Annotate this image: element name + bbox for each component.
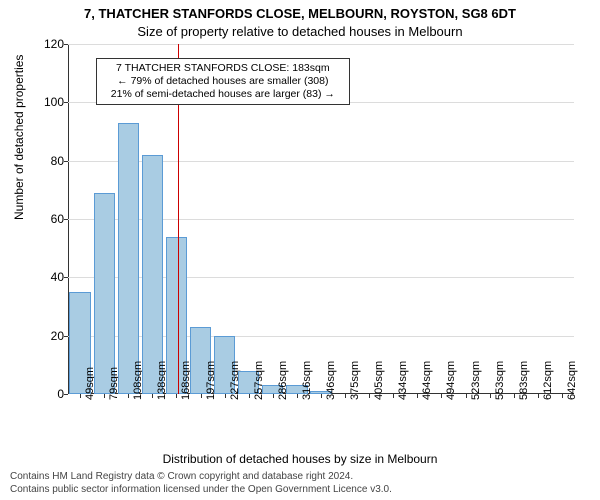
- chart-title: 7, THATCHER STANFORDS CLOSE, MELBOURN, R…: [0, 6, 600, 21]
- y-tick: [64, 102, 68, 103]
- x-tick-label: 434sqm: [397, 361, 409, 400]
- annotation-line: 7 THATCHER STANFORDS CLOSE: 183sqm: [103, 62, 343, 75]
- y-tick-label: 40: [34, 270, 64, 284]
- x-tick: [345, 394, 346, 398]
- chart-subtitle: Size of property relative to detached ho…: [0, 24, 600, 39]
- x-tick: [297, 394, 298, 398]
- x-axis-label: Distribution of detached houses by size …: [0, 452, 600, 466]
- x-tick-label: 316sqm: [301, 361, 313, 400]
- x-tick-label: 612sqm: [542, 361, 554, 400]
- x-tick: [321, 394, 322, 398]
- gridline: [68, 44, 574, 45]
- bar: [118, 123, 139, 394]
- x-tick: [369, 394, 370, 398]
- bar: [94, 193, 115, 394]
- footer-line-2: Contains public sector information licen…: [10, 484, 392, 495]
- x-tick: [201, 394, 202, 398]
- y-tick: [64, 44, 68, 45]
- y-tick: [64, 336, 68, 337]
- plot-area: 02040608010012049sqm79sqm108sqm138sqm168…: [68, 44, 574, 394]
- x-tick: [249, 394, 250, 398]
- chart-container: 7, THATCHER STANFORDS CLOSE, MELBOURN, R…: [0, 0, 600, 500]
- x-tick: [417, 394, 418, 398]
- x-tick-label: 405sqm: [373, 361, 385, 400]
- x-tick: [225, 394, 226, 398]
- x-tick-label: 583sqm: [518, 361, 530, 400]
- x-tick: [393, 394, 394, 398]
- y-tick: [64, 394, 68, 395]
- annotation-box: 7 THATCHER STANFORDS CLOSE: 183sqm← 79% …: [96, 58, 350, 105]
- y-tick-label: 0: [34, 387, 64, 401]
- y-axis-label: Number of detached properties: [12, 55, 26, 220]
- x-tick: [128, 394, 129, 398]
- x-tick: [538, 394, 539, 398]
- x-tick-label: 375sqm: [349, 361, 361, 400]
- x-tick: [152, 394, 153, 398]
- annotation-line: ← 79% of detached houses are smaller (30…: [103, 75, 343, 88]
- x-tick: [176, 394, 177, 398]
- x-tick: [514, 394, 515, 398]
- x-tick-label: 494sqm: [445, 361, 457, 400]
- y-tick-label: 120: [34, 37, 64, 51]
- bar: [142, 155, 163, 394]
- x-tick-label: 346sqm: [325, 361, 337, 400]
- x-tick: [104, 394, 105, 398]
- x-tick: [80, 394, 81, 398]
- footer-line-1: Contains HM Land Registry data © Crown c…: [10, 471, 353, 482]
- x-tick-label: 464sqm: [421, 361, 433, 400]
- y-tick-label: 20: [34, 329, 64, 343]
- footer-credits: Contains HM Land Registry data © Crown c…: [10, 470, 392, 496]
- y-tick-label: 60: [34, 212, 64, 226]
- y-tick: [64, 161, 68, 162]
- x-tick-label: 553sqm: [494, 361, 506, 400]
- x-tick: [441, 394, 442, 398]
- y-tick: [64, 277, 68, 278]
- x-tick-label: 523sqm: [470, 361, 482, 400]
- x-tick: [466, 394, 467, 398]
- x-tick-label: 642sqm: [566, 361, 578, 400]
- x-tick: [562, 394, 563, 398]
- y-tick-label: 100: [34, 95, 64, 109]
- x-tick-label: 286sqm: [277, 361, 289, 400]
- annotation-line: 21% of semi-detached houses are larger (…: [103, 88, 343, 101]
- y-tick-label: 80: [34, 154, 64, 168]
- x-tick: [490, 394, 491, 398]
- y-tick: [64, 219, 68, 220]
- x-tick-label: 257sqm: [253, 361, 265, 400]
- x-tick: [273, 394, 274, 398]
